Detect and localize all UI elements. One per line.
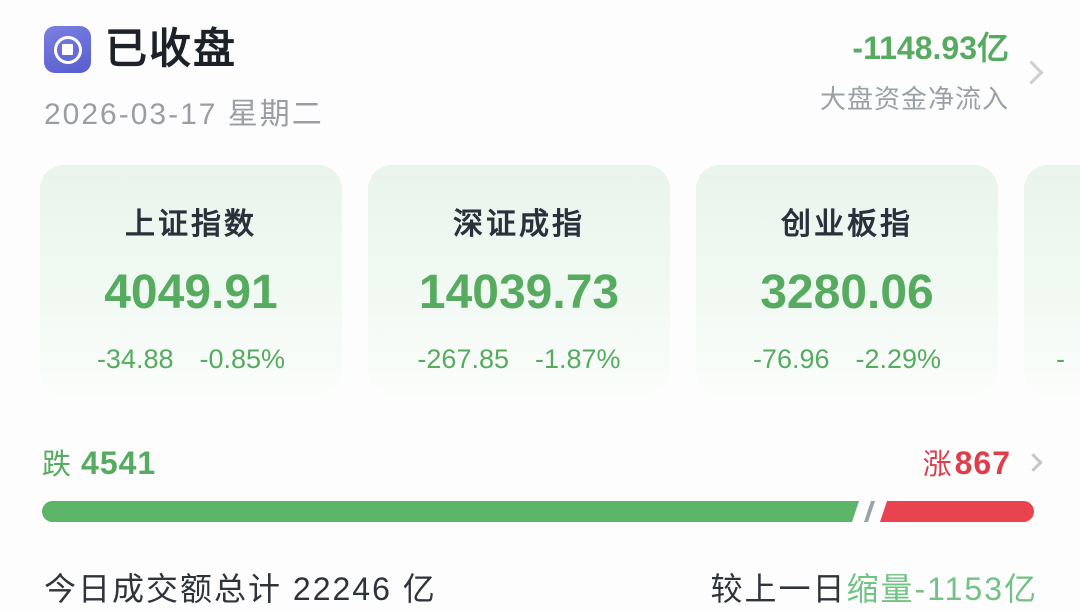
index-change: - <box>1056 344 1065 374</box>
turnover-compare-highlight: 缩量-1153亿 <box>846 571 1038 607</box>
index-value: 14039.73 <box>418 266 620 319</box>
index-change-pct: -2.29% <box>855 344 942 374</box>
header: 已收盘 2026-03-17 星期二 -1148.93亿 大盘资金净流入 <box>0 0 1080 133</box>
index-cards-row: 上证指数 4049.91 -34.88 -0.85% 深证成指 14039.73… <box>40 165 1080 395</box>
index-name: 创业板指 <box>781 208 913 241</box>
breadth-labels: 跌 4541 涨 867 <box>42 441 1043 483</box>
breadth-bar-flat <box>864 501 875 522</box>
index-value: 3280.06 <box>760 266 934 319</box>
index-name: 深证成指 <box>453 208 585 241</box>
index-change-row: -76.96 -2.29% <box>753 344 941 375</box>
breadth-bar-up <box>880 501 1034 522</box>
decliners-label: 跌 4541 <box>42 441 156 483</box>
net-inflow-label: 大盘资金净流入 <box>819 83 1009 114</box>
market-breadth-section[interactable]: 跌 4541 涨 867 <box>42 441 1043 522</box>
advancers-word: 涨 <box>922 449 952 481</box>
net-inflow-value: -1148.93亿 <box>852 30 1009 66</box>
coin-app-icon <box>44 26 91 73</box>
turnover-compare-prefix: 较上一日 <box>710 571 847 607</box>
index-name: 上证指数 <box>125 208 257 241</box>
advancers-link[interactable]: 涨 867 <box>923 441 1043 483</box>
advancers-count: 867 <box>954 445 1011 481</box>
turnover-footer: 今日成交额总计 22246 亿 较上一日缩量-1153亿 <box>44 564 1038 610</box>
index-change-row: - <box>1024 344 1080 375</box>
breadth-bar-down <box>42 501 859 522</box>
chevron-right-icon <box>1024 452 1043 472</box>
index-change: -76.96 <box>752 344 830 374</box>
market-status-block: 已收盘 2026-03-17 星期二 <box>44 26 324 133</box>
breadth-bar <box>42 501 1042 522</box>
index-card-shenzhen[interactable]: 深证成指 14039.73 -267.85 -1.87% <box>368 165 670 395</box>
trade-date: 2026-03-17 星期二 <box>44 98 324 131</box>
status-title-row: 已收盘 <box>44 26 324 73</box>
decliners-count: 4541 <box>81 445 157 481</box>
chevron-right-icon <box>1019 60 1044 85</box>
index-value: 4049.91 <box>104 266 278 319</box>
coin-square <box>62 44 73 55</box>
market-status-title: 已收盘 <box>105 25 238 73</box>
index-change-pct: -1.87% <box>535 344 621 374</box>
decliners-word: 跌 <box>42 449 72 481</box>
net-inflow-block: -1148.93亿 大盘资金净流入 <box>820 30 1009 116</box>
index-card-partial[interactable]: - <box>1024 165 1080 395</box>
index-change-pct: -0.85% <box>199 344 286 374</box>
index-change: -34.88 <box>96 344 174 374</box>
index-card-shanghai[interactable]: 上证指数 4049.91 -34.88 -0.85% <box>40 165 342 395</box>
index-change-row: -34.88 -0.85% <box>97 344 285 375</box>
turnover-compare: 较上一日缩量-1153亿 <box>711 564 1039 610</box>
index-card-chinext[interactable]: 创业板指 3280.06 -76.96 -2.29% <box>696 165 998 395</box>
advancers-label: 涨 867 <box>923 441 1011 483</box>
turnover-total: 今日成交额总计 22246 亿 <box>44 571 437 607</box>
index-change: -267.85 <box>417 344 509 374</box>
index-change-row: -267.85 -1.87% <box>417 344 620 375</box>
coin-ring <box>53 35 82 64</box>
net-inflow-link[interactable]: -1148.93亿 大盘资金净流入 <box>820 30 1044 116</box>
